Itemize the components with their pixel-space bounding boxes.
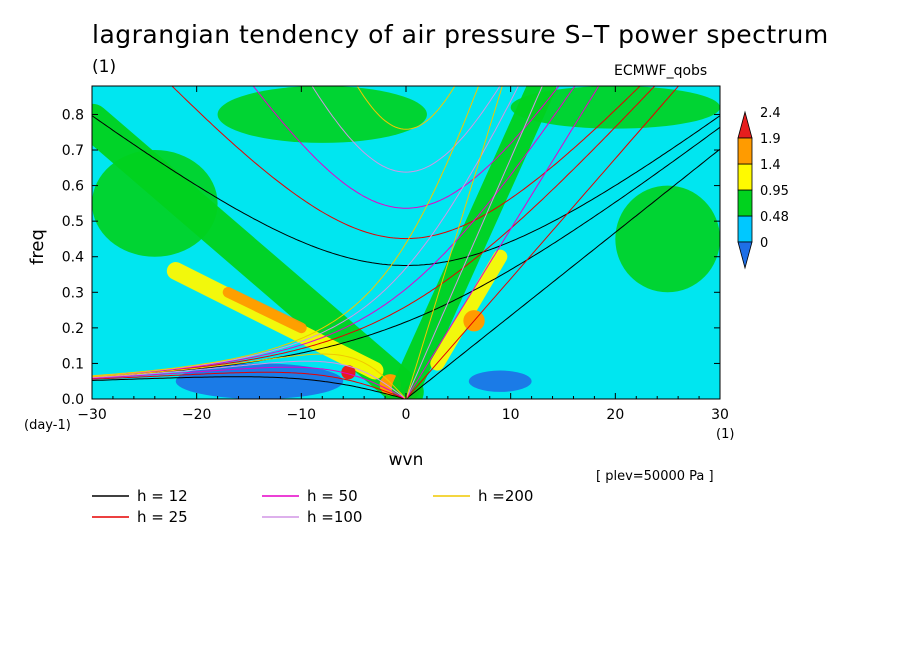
- dispersion-curve-h100-rossby: [92, 360, 407, 399]
- spectrum-region-12: [615, 185, 720, 293]
- dispersion-curve-h25-ig: [171, 86, 641, 240]
- colorbar-segment: [737, 189, 753, 217]
- colorbar-label: 0.48: [760, 210, 789, 225]
- dispersion-curve-h200-mrg: [92, 86, 480, 377]
- x-axis-label: wvn: [389, 450, 424, 470]
- units-label: (1): [92, 57, 117, 77]
- dispersion-curve-h200-rossby: [92, 353, 407, 399]
- legend-label-h100: h =100: [307, 508, 362, 526]
- colorbar-label: 1.4: [760, 158, 781, 173]
- colorbar-label: 1.9: [760, 132, 781, 147]
- spectrum-band-6: [391, 86, 557, 399]
- x-tick-label: −30: [77, 407, 107, 423]
- y-tick-label: 0.6: [62, 179, 84, 195]
- x-tick-label: −20: [182, 407, 212, 423]
- dispersion-curve-h200-kelvin: [405, 86, 503, 399]
- dispersion-curve-h50-mrg: [92, 86, 576, 377]
- colorbar-segment: [737, 215, 753, 243]
- y-tick-label: 0.5: [62, 214, 84, 230]
- axes: −30 −20 −10 0 10 20 30 0.0 0.1 0.2 0.3 0.4 0.5 0.6 0.7…: [62, 86, 729, 423]
- legend-label-h12: h = 12: [137, 487, 188, 505]
- pressure-level-note: [ plev=50000 Pa ]: [596, 469, 714, 484]
- colorbar: 0 0.48 0.95 1.4 1.9 2.4: [737, 106, 789, 270]
- x-tick-label: 0: [402, 407, 411, 423]
- y-tick-label: 0.8: [62, 107, 84, 123]
- colorbar-top-arrow: [737, 110, 753, 139]
- dispersion-curve-h12-mrg: [92, 126, 720, 378]
- dataset-label: ECMWF_qobs: [614, 63, 708, 79]
- dispersion-curve-h50-kelvin: [405, 86, 600, 399]
- legend-label-h25: h = 25: [137, 508, 188, 526]
- spectrum-region-14: [510, 86, 720, 129]
- colorbar-segment: [737, 137, 753, 165]
- legend-label-h50: h = 50: [307, 487, 358, 505]
- colorbar-bottom-arrow: [737, 241, 753, 270]
- dispersion-curve-h100-kelvin: [405, 86, 543, 399]
- dispersion-curve-h12-kelvin: [405, 148, 720, 399]
- dispersion-curve-h25-rossby: [92, 371, 407, 399]
- colorbar-label: 2.4: [760, 106, 781, 121]
- x-tick-label: 20: [606, 407, 624, 423]
- dispersion-curve-h100-ig: [311, 86, 501, 173]
- legend-label-h200: h =200: [478, 487, 533, 505]
- spectrum-region-11: [92, 150, 218, 257]
- spectrum-band-2: [222, 286, 307, 334]
- x-tick-label: 10: [502, 407, 520, 423]
- y-tick-label: 0.3: [62, 285, 84, 301]
- y-tick-label: 0.2: [62, 321, 84, 337]
- dispersion-curve-h50-ig: [252, 86, 560, 209]
- y-tick-label: 0.4: [62, 250, 84, 266]
- spectrum-peak-3: [341, 365, 356, 380]
- dispersion-curve-h12-rossby: [92, 376, 407, 399]
- colorbar-label: 0.95: [760, 184, 789, 199]
- dispersion-curve-h25-kelvin: [405, 86, 680, 399]
- x-tick-label: −10: [287, 407, 317, 423]
- y-unit-label: (day-1): [24, 418, 71, 433]
- colorbar-segment: [737, 163, 753, 191]
- y-tick-label: 0.1: [62, 356, 84, 372]
- dispersion-curve-h50-rossby: [92, 366, 407, 399]
- dispersion-curve-h200-ig: [356, 86, 456, 130]
- y-tick-label: 0.0: [62, 392, 84, 408]
- dispersion-curve-h12-ig: [92, 115, 720, 266]
- spectrum-region-10: [468, 370, 532, 392]
- dispersion-curve-h100-mrg: [92, 86, 519, 377]
- dispersion-curve-h25-mrg: [92, 86, 656, 378]
- plot-area: [92, 86, 720, 399]
- x-tick-label: 30: [711, 407, 729, 423]
- chart-title: lagrangian tendency of air pressure S–T …: [92, 20, 829, 49]
- colorbar-label: 0: [760, 236, 768, 251]
- y-tick-label: 0.7: [62, 143, 84, 159]
- spectrum-region-9: [175, 363, 344, 399]
- y-axis-label: freq: [27, 229, 48, 265]
- spectrum-band-7: [430, 249, 508, 371]
- curve-legend: h = 12 h = 25 h = 50 h =100 h =200: [92, 487, 533, 526]
- spectrum-region-13: [217, 86, 427, 143]
- x-unit-label: (1): [716, 427, 734, 442]
